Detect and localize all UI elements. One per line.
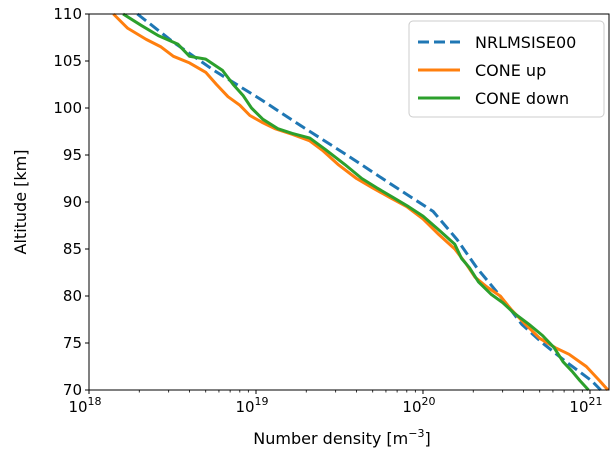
x-axis-label-end: ] (424, 429, 430, 448)
series-line (136, 12, 602, 392)
y-tick-label: 105 (53, 52, 82, 70)
x-tick-label: 1021 (569, 395, 602, 416)
series-layer (112, 12, 610, 392)
legend: NRLMSISE00 CONE up CONE down (408, 20, 605, 118)
x-axis-label-main: Number density [m (253, 429, 408, 448)
y-tick-label: 85 (63, 240, 82, 258)
x-tick-label: 1018 (68, 395, 101, 416)
x-tick-label: 1019 (235, 395, 268, 416)
y-tick-label: 75 (63, 334, 82, 352)
x-axis-label-exponent: −3 (408, 427, 424, 440)
y-tick-label: 70 (63, 381, 82, 399)
series-line (122, 12, 590, 392)
x-tick-label: 1020 (402, 395, 435, 416)
y-tick-label: 80 (63, 287, 82, 305)
legend-label: NRLMSISE00 (475, 33, 576, 52)
y-axis-label: Altitude [km] (11, 150, 30, 255)
y-tick-label: 90 (63, 193, 82, 211)
legend-box (408, 20, 605, 118)
legend-label: CONE down (475, 89, 569, 108)
y-tick-label: 95 (63, 146, 82, 164)
plot-frame (88, 13, 610, 391)
series-line (112, 12, 610, 391)
legend-label: CONE up (475, 61, 546, 80)
x-axis-label: Number density [m−3] (253, 427, 430, 448)
y-tick-label: 110 (53, 5, 82, 23)
axes: 70 75 80 85 90 95 100 105 110 1018 1019 1020 1021 (53, 5, 602, 416)
y-tick-label: 100 (53, 99, 82, 117)
